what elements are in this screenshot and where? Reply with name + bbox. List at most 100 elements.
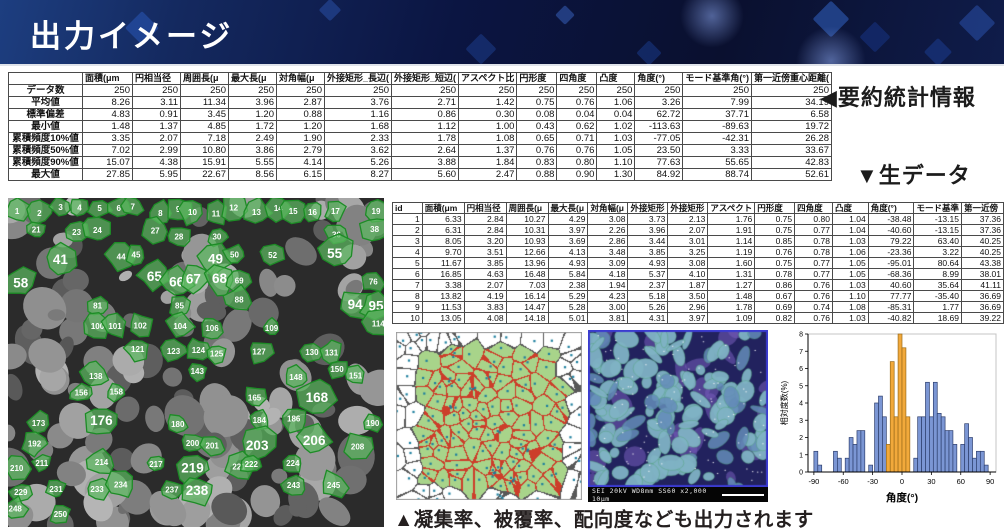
sem-info-text: SEI 20kV WD8mm SS60 x2,000 10μm [592, 486, 707, 503]
cell-value: 1.68 [323, 120, 393, 133]
cell-value: 0.78 [794, 235, 833, 247]
histogram-bar [897, 333, 903, 473]
cell-value: 1.76 [707, 213, 756, 225]
table-row: 累積頻度10%値 3.35 2.07 7.18 2.49 1.90 2.33 1.78 1.08… [8, 132, 832, 145]
cell-value: 3.88 [391, 156, 460, 169]
table-row: 9 11.53 3.83 14.47 5.28 3.00 5.26 2.96 1.78 0.69 0… [392, 301, 1004, 313]
column-header: 円相当径 [132, 72, 181, 85]
svg-text:19: 19 [372, 207, 381, 216]
cell-value: 3.73 [627, 213, 669, 225]
cell-value: 3.96 [228, 96, 277, 109]
cell-value: 1.72 [228, 120, 277, 133]
svg-text:192: 192 [28, 440, 42, 449]
cell-value: 0.86 [391, 108, 460, 121]
cell-value: 5.01 [547, 312, 589, 324]
cell-value: 1.48 [707, 290, 756, 302]
angle-histogram: 0 1 2 3 4 5 6 7 8 -90 -60 -30 0 30 60 90 角度(°) 相対度数(%) [778, 327, 1004, 507]
svg-text:85: 85 [175, 302, 184, 311]
cell-value: 2.84 [463, 224, 507, 236]
cell-value: 43.38 [960, 257, 1004, 269]
svg-text:248: 248 [9, 504, 23, 513]
cell-value: 41.11 [960, 279, 1004, 291]
table-row: 6 16.85 4.63 16.48 5.84 4.18 5.37 4.10 1.31 0.78 0… [392, 268, 1004, 280]
histogram-bar [917, 416, 922, 473]
cell-value: 1.08 [831, 301, 869, 313]
cell-value: 3.81 [587, 312, 629, 324]
cell-value: 1.04 [831, 224, 869, 236]
svg-text:138: 138 [89, 372, 103, 381]
svg-text:124: 124 [192, 346, 206, 355]
table-row: 7 3.38 2.07 7.03 2.38 1.94 2.37 1.87 1.27 0.86 0.7… [392, 279, 1004, 291]
cell-value: 0.67 [754, 290, 796, 302]
column-header: 第一近傍 [960, 202, 1004, 214]
svg-text:24: 24 [93, 226, 102, 235]
header-row: id 面積(μm 円相当径 周囲長(μ 最大長(μ 対角幅(μ 外接矩形 外接矩形 アスペクト円… [392, 202, 1004, 214]
svg-text:224: 224 [286, 459, 300, 468]
cell-value: 62.72 [634, 108, 684, 121]
bottom-caption: ▲凝集率、被覆率、配向度なども出力されます [394, 509, 814, 531]
svg-text:222: 222 [245, 460, 259, 469]
cell-value: 3.50 [667, 290, 709, 302]
cell-value: 0.88 [276, 108, 325, 121]
cell-value: 0.76 [794, 279, 833, 291]
raw-data-table: id 面積(μm 円相当径 周囲長(μ 最大長(μ 対角幅(μ 外接矩形 外接矩形 アスペクト円… [392, 202, 1004, 324]
cell-value: 0.80 [556, 156, 598, 169]
column-header: 円形度 [754, 202, 796, 214]
cell-value: 7.99 [682, 96, 752, 109]
column-header: モード基準角(°) [682, 72, 752, 85]
column-header: id [392, 202, 423, 214]
row-label: 累積頻度10%値 [8, 132, 83, 145]
cell-value: 1.05 [831, 257, 869, 269]
diamond-decoration [859, 21, 891, 53]
svg-text:143: 143 [191, 367, 205, 376]
column-header: 外接矩形 [667, 202, 709, 214]
cell-value: 1.19 [707, 246, 756, 258]
cell-value: 42.83 [751, 156, 832, 169]
table-row: 4 9.70 3.51 12.66 4.13 3.48 3.85 3.25 1.19 0.76 0.… [392, 246, 1004, 258]
column-header: 四角度 [556, 72, 598, 85]
cell-value: 250 [132, 84, 181, 97]
column-header: アスペクト [707, 202, 756, 214]
cell-value: 1.20 [228, 108, 277, 121]
y-tick-label: 6 [799, 366, 803, 373]
cell-value: 250 [323, 84, 393, 97]
cell-value: 0.78 [754, 268, 796, 280]
column-header: 面積(μm [82, 72, 133, 85]
svg-text:243: 243 [287, 481, 301, 490]
histogram-bar [944, 430, 950, 473]
cell-id: 8 [392, 290, 423, 302]
cell-value: -68.36 [867, 268, 915, 280]
cell-value: 1.87 [667, 279, 709, 291]
cell-value: 3.69 [547, 235, 589, 247]
cell-value: 0.69 [754, 301, 796, 313]
cell-value: 77.63 [634, 156, 684, 169]
cell-value: 1.03 [831, 235, 869, 247]
table-row: 標準偏差 4.83 0.91 3.45 1.20 0.88 1.16 0.86 0.30 0.08… [8, 108, 832, 121]
cell-value: 33.67 [751, 144, 832, 157]
histogram-bar [837, 457, 842, 473]
column-header: 最大長(μ [547, 202, 589, 214]
svg-text:123: 123 [167, 347, 181, 356]
table-row: 3 8.05 3.20 10.93 3.69 2.86 3.44 3.01 1.14 0.85 0.… [392, 235, 1004, 247]
histogram-bar [848, 437, 854, 473]
cell-value: 0.04 [596, 108, 636, 121]
glow-decoration [680, 0, 744, 48]
svg-text:231: 231 [49, 485, 63, 494]
cell-value: 0.85 [754, 235, 796, 247]
diamond-decoration [958, 4, 996, 42]
cell-value: 19.72 [751, 120, 832, 133]
column-header [8, 72, 83, 85]
cell-value: 0.74 [794, 301, 833, 313]
cell-value: 10.31 [505, 224, 549, 236]
svg-text:11: 11 [212, 209, 221, 218]
svg-text:6: 6 [116, 204, 121, 213]
column-header: 角度(°) [867, 202, 915, 214]
svg-text:245: 245 [327, 481, 341, 490]
cell-value: 37.71 [682, 108, 752, 121]
cell-value: 0.04 [556, 108, 598, 121]
cell-value: 26.28 [751, 132, 832, 145]
column-header: 周囲長(μ [505, 202, 549, 214]
cell-value: 80.64 [913, 257, 962, 269]
svg-text:130: 130 [305, 348, 319, 357]
column-header: 円相当径 [463, 202, 507, 214]
